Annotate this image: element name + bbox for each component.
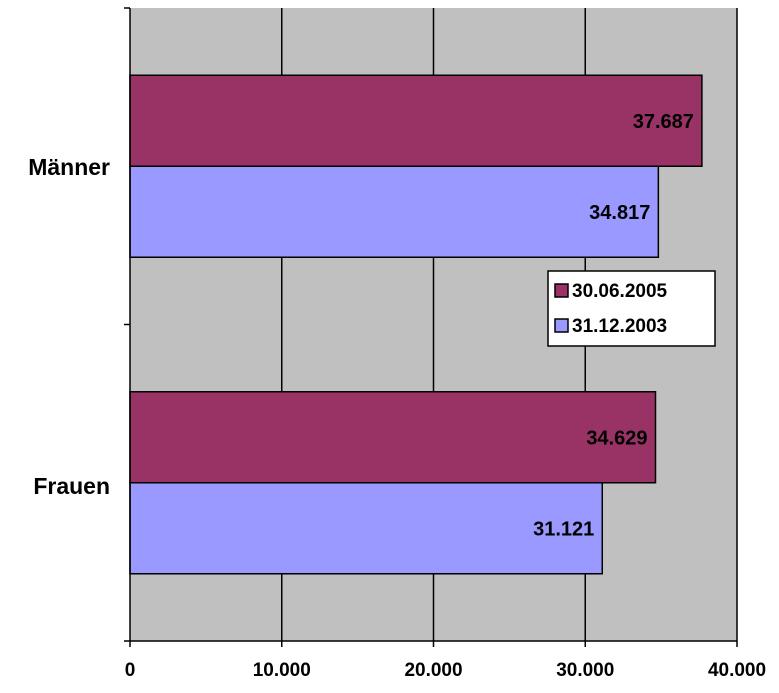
data-label-maenner-31-12-2003: 34.817 [589, 202, 650, 224]
legend: 30.06.2005 31.12.2003 [547, 270, 716, 347]
x-tick-label-2: 20.000 [404, 660, 462, 681]
x-tick-label-0: 0 [125, 660, 136, 681]
bar-frauen-31-12-2003 [129, 482, 604, 575]
x-ticks: 0 10.000 20.000 30.000 40.000 [125, 641, 766, 681]
category-label-frauen: Frauen [33, 473, 110, 499]
category-label-maenner: Männer [28, 154, 110, 180]
bars: 37.687 34.817 34.629 31.121 [129, 74, 703, 575]
data-label-maenner-30-06-2005: 37.687 [633, 111, 694, 133]
legend-swatch-30-06-2005 [554, 283, 569, 298]
x-tick-label-4: 40.000 [708, 660, 766, 681]
x-tick-label-3: 30.000 [556, 660, 614, 681]
bar-maenner-30-06-2005 [129, 74, 703, 167]
bar-frauen-30-06-2005 [129, 391, 657, 484]
legend-swatch-31-12-2003 [554, 318, 569, 333]
legend-label-30-06-2005: 30.06.2005 [572, 281, 668, 302]
data-label-frauen-31-12-2003: 31.121 [533, 518, 594, 540]
x-tick-label-1: 10.000 [253, 660, 311, 681]
category-labels: Männer Frauen [28, 154, 110, 499]
legend-label-31-12-2003: 31.12.2003 [572, 316, 667, 337]
bar-maenner-31-12-2003 [129, 165, 660, 258]
data-label-frauen-30-06-2005: 34.629 [586, 427, 647, 449]
legend-box [547, 270, 716, 347]
